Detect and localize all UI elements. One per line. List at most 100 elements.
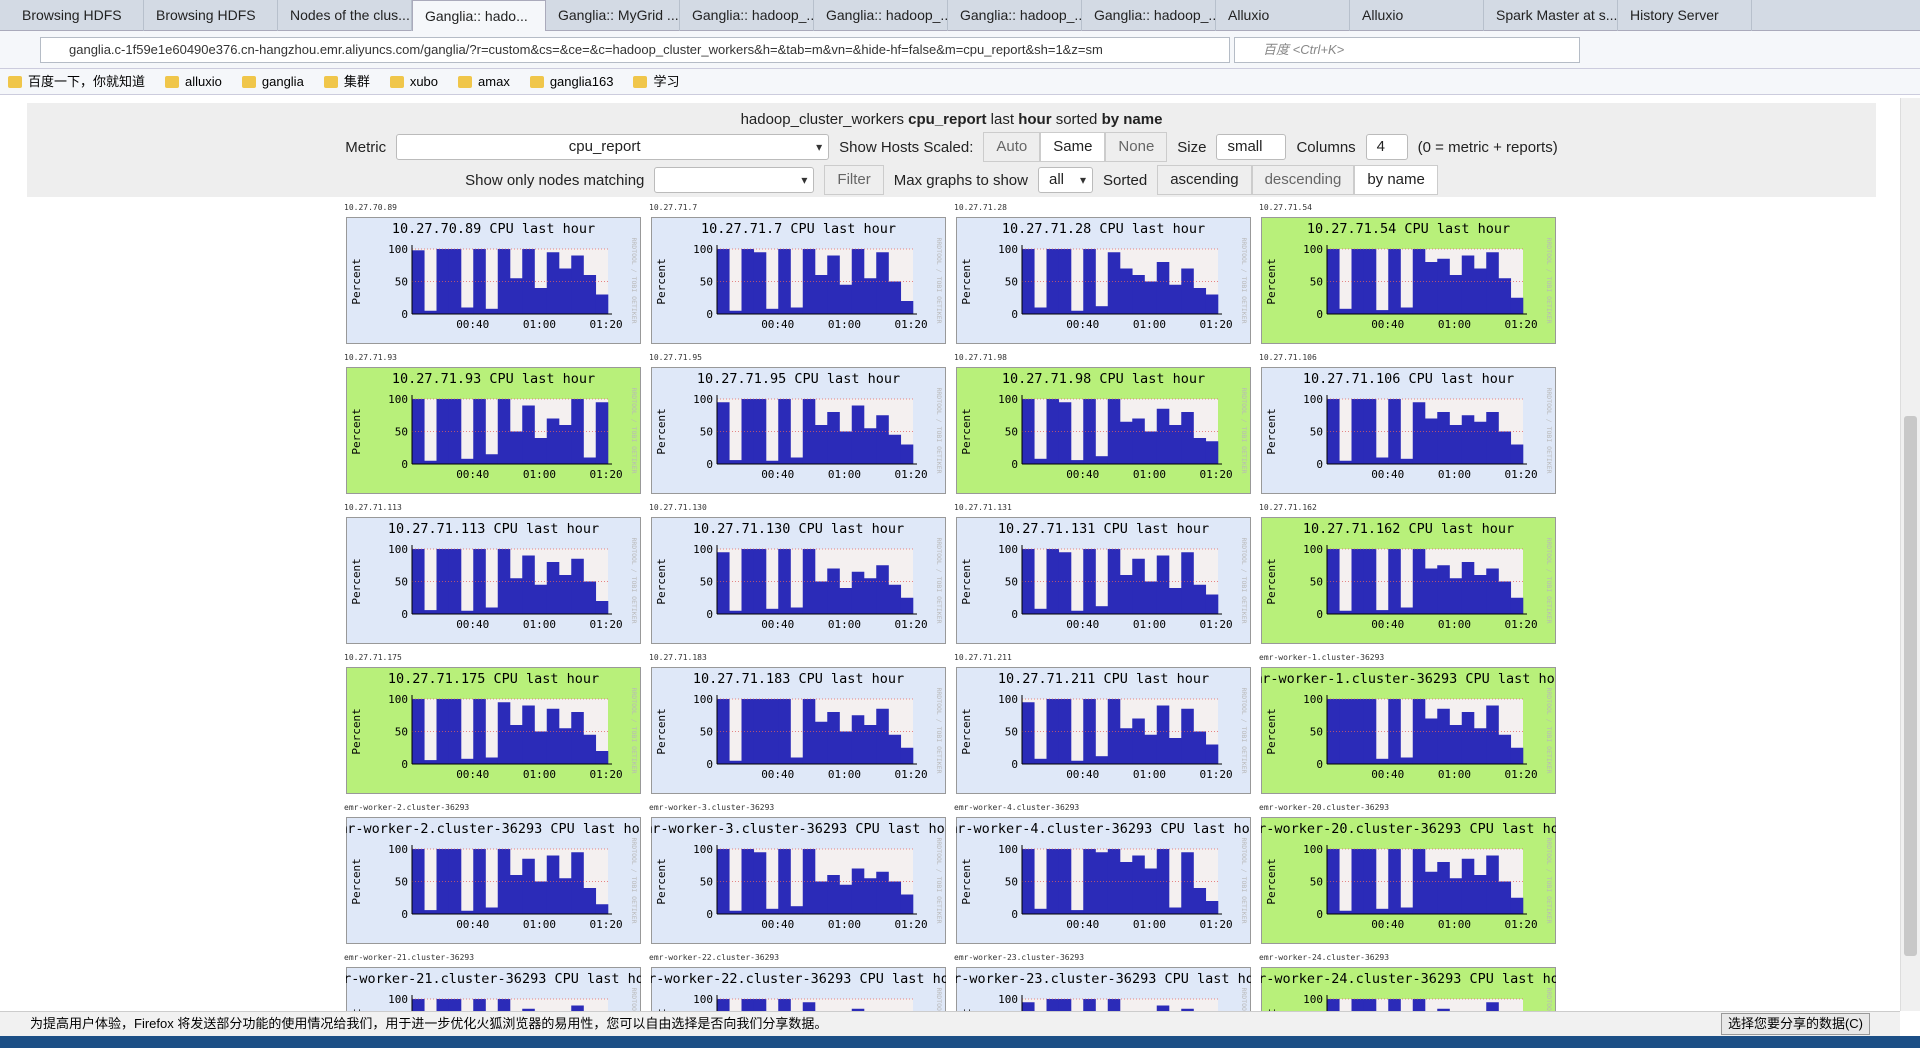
header-text: sorted <box>1051 111 1102 128</box>
notification-button[interactable]: 选择您要分享的数据(C) <box>1720 1013 1870 1035</box>
cpu-bar <box>1461 712 1475 764</box>
tab[interactable]: Spark Master at s... <box>1484 0 1618 31</box>
cpu-bar <box>802 1002 816 1011</box>
cpu-bar <box>571 712 584 764</box>
bookmark[interactable]: alluxio <box>165 69 222 94</box>
scaled-button[interactable]: Same <box>1040 132 1106 162</box>
search-box[interactable]: 百度 <Ctrl+K> <box>1234 37 1580 63</box>
cpu-bar <box>1498 881 1512 914</box>
bookmark[interactable]: xubo <box>389 69 438 94</box>
label: Size <box>1177 138 1207 156</box>
bookmark[interactable]: ganglia163 <box>529 69 613 94</box>
label: Show only nodes matching <box>465 171 645 189</box>
tab[interactable]: Ganglia:: hadoop_... <box>948 0 1082 31</box>
tab[interactable]: Ganglia:: MyGrid ... <box>546 0 680 31</box>
host-label: emr-worker-3.cluster-36293 <box>649 803 774 812</box>
cpu-bar <box>741 999 755 1011</box>
cpu-bar <box>1083 399 1096 464</box>
y-axis-label: Percent <box>655 258 668 304</box>
y-tick-label: 100 <box>693 693 713 706</box>
tab[interactable]: Ganglia:: hadoop_... <box>680 0 814 31</box>
cpu-bar <box>1181 708 1194 764</box>
cpu-bar <box>790 757 804 764</box>
controls-panel: hadoop_cluster_workers cpu_report last h… <box>27 103 1876 197</box>
cpu-bar <box>1144 431 1158 464</box>
y-axis-label: Percent <box>1265 408 1278 454</box>
graph-title: 10.27.71.106 CPU last hour <box>1303 371 1514 387</box>
cpu-bar <box>790 906 804 914</box>
tab[interactable]: Browsing HDFS <box>144 0 278 31</box>
filter-input[interactable] <box>654 167 815 193</box>
tab[interactable]: Ganglia:: hado... <box>412 0 546 31</box>
url-bar[interactable]: ganglia.c-1f59e1e60490e376.cn-hangzhou.e… <box>40 37 1230 63</box>
scrollbar[interactable] <box>1900 98 1920 1011</box>
cpu-bar <box>1193 438 1207 464</box>
cpu-bar <box>815 275 828 314</box>
host-label: emr-worker-2.cluster-36293 <box>344 803 469 812</box>
sort-button[interactable]: descending <box>1251 165 1355 195</box>
tab[interactable]: Ganglia:: hadoop_... <box>814 0 948 31</box>
scaled-button[interactable]: None <box>1105 132 1168 162</box>
y-tick-label: 50 <box>1005 276 1018 289</box>
x-tick-label: 01:20 <box>894 468 927 481</box>
cpu-bar <box>1388 999 1401 1011</box>
cpu-bar <box>876 415 889 464</box>
host-label: 10.27.71.106 <box>1259 353 1317 362</box>
tab[interactable]: Browsing HDFS <box>10 0 144 31</box>
tab[interactable]: Alluxio <box>1216 0 1350 31</box>
scaled-button[interactable]: Auto <box>983 132 1041 162</box>
y-tick-label: 0 <box>401 308 408 321</box>
bookmark[interactable]: 集群 <box>323 69 370 94</box>
tab[interactable]: Nodes of the clus... <box>278 0 412 31</box>
cpu-bar <box>766 699 779 764</box>
y-tick-label: 100 <box>998 243 1018 256</box>
sort-button[interactable]: ascending <box>1157 165 1252 195</box>
x-tick-label: 01:20 <box>894 618 927 631</box>
cpu-bar <box>1412 549 1426 614</box>
graph-title: 10.27.71.98 CPU last hour <box>1002 371 1205 387</box>
y-axis-label: Percent <box>960 1008 973 1011</box>
size-select[interactable]: small <box>1216 134 1287 183</box>
cpu-bar <box>802 849 816 914</box>
scaled-group: Auto Same None <box>983 132 1168 162</box>
tab[interactable]: Alluxio <box>1350 0 1484 31</box>
bookmark[interactable]: ganglia <box>241 69 304 94</box>
cpu-bar <box>424 610 437 614</box>
y-tick-label: 0 <box>1011 908 1018 921</box>
cpu-bar <box>1412 849 1426 914</box>
bookmark[interactable]: 学习 <box>633 69 679 94</box>
graph-title: 10.27.71.175 CPU last hour <box>388 671 599 687</box>
cpu-bar <box>1400 757 1414 764</box>
y-tick-label: 100 <box>388 243 408 256</box>
bookmark[interactable]: 百度一下，你就知道 <box>8 69 145 94</box>
tab[interactable]: Ganglia:: hadoop_... <box>1082 0 1216 31</box>
cpu-bar <box>1107 849 1121 914</box>
cpu-bar <box>559 575 572 614</box>
y-tick-label: 100 <box>1303 993 1323 1006</box>
side-label: RRDTOOL / TOBI OETIKER <box>1240 987 1248 1011</box>
host-label: emr-worker-20.cluster-36293 <box>1259 803 1389 812</box>
host-label: 10.27.71.54 <box>1259 203 1312 212</box>
cpu-bar <box>461 458 474 464</box>
side-label: RRDTOOL / TOBI OETIKER <box>630 687 638 773</box>
x-tick-label: 01:20 <box>1199 318 1232 331</box>
host-label: 10.27.71.162 <box>1259 503 1317 512</box>
tab[interactable]: History Server <box>1618 0 1752 31</box>
cpu-bar <box>461 307 474 314</box>
scroll-thumb[interactable] <box>1904 416 1917 956</box>
x-tick-label: 00:40 <box>761 918 794 931</box>
cpu-bar <box>595 601 609 614</box>
cpu-bar <box>851 405 865 464</box>
x-tick-label: 01:20 <box>589 618 622 631</box>
cpu-bar <box>1486 1002 1499 1011</box>
graph-title: 10.27.71.131 CPU last hour <box>998 521 1209 537</box>
max-select[interactable]: all <box>1037 167 1093 193</box>
y-axis-label: Percent <box>350 558 363 604</box>
cpu-bar <box>485 607 499 614</box>
sort-button[interactable]: by name <box>1354 165 1438 195</box>
cpu-bar <box>1083 999 1096 1011</box>
filter-button[interactable]: Filter <box>824 165 884 195</box>
metric-select[interactable]: cpu_report <box>396 134 830 160</box>
cpu-bar <box>864 878 877 914</box>
bookmark[interactable]: amax <box>458 69 510 94</box>
